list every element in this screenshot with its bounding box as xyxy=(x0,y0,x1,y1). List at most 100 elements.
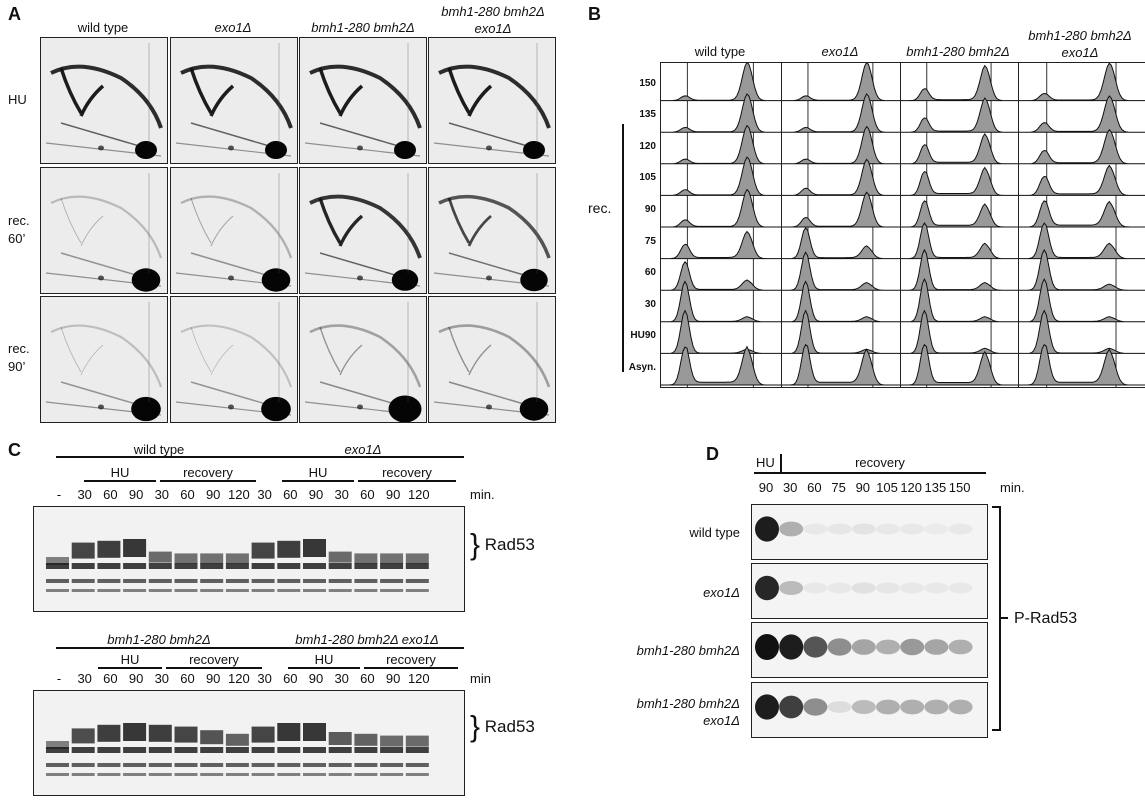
panel-a-col-wild-type: wild type xyxy=(77,20,129,35)
panel-c-top-strain-2: exo1Δ xyxy=(344,442,382,457)
panel-d-letter: D xyxy=(706,444,719,464)
panel-d-blot-1 xyxy=(751,563,988,619)
panel-a-col-exo1: exo1Δ xyxy=(214,20,252,35)
lane-label: 60 xyxy=(103,487,118,502)
panel-d-unit: min. xyxy=(1000,480,1025,495)
panel-c-top-protein: Rad53 xyxy=(484,535,535,554)
lane-label: 30 xyxy=(257,671,272,686)
gel-1-0 xyxy=(40,167,168,294)
gel-0-1 xyxy=(170,37,298,164)
panel-c-top-strain-1: wild type xyxy=(133,442,185,457)
panel-c-bottom-protein: Rad53 xyxy=(484,717,535,736)
flow-timepoint-label: 90 xyxy=(644,204,656,215)
panel-a-letter: A xyxy=(8,4,21,24)
gel-2-1 xyxy=(170,296,298,423)
panel-b-col-bmh: bmh1-280 bmh2Δ xyxy=(906,44,1010,59)
panel-c-bottom-hu2-line xyxy=(288,667,360,669)
panel-b-letter: B xyxy=(588,4,601,24)
panel-d-lane-label: 60 xyxy=(807,480,822,495)
panel-a-row-rec90: rec. 90’ xyxy=(8,341,30,374)
lane-label: 90 xyxy=(385,671,401,686)
flow-timepoint-label: Asyn. xyxy=(628,362,656,373)
panel-c-top-group-rec2: recovery xyxy=(382,465,432,480)
panel-c-bottom-bracket-label: } Rad53 xyxy=(470,710,535,744)
lane-label: 60 xyxy=(180,487,195,502)
panel-c-bottom-group-rec2: recovery xyxy=(386,652,436,667)
panel-c-top-hu2-line xyxy=(282,480,354,482)
lane-label: 120 xyxy=(407,671,430,686)
panel-c-top-group-hu2: HU xyxy=(308,465,328,480)
panel-c-top-rec2-line xyxy=(358,480,456,482)
panel-c-letter: C xyxy=(8,440,21,460)
panel-d-hu-label: HU xyxy=(756,455,775,470)
panel-d-lane-label: 105 xyxy=(876,480,898,495)
panel-b-rec-bar xyxy=(622,124,624,372)
panel-d-bracket xyxy=(992,506,1008,731)
gel-0-3 xyxy=(428,37,556,164)
gel-2-2 xyxy=(299,296,427,423)
panel-d-lane-label: 30 xyxy=(782,480,798,495)
gel-0-0 xyxy=(40,37,168,164)
lane-label: 60 xyxy=(360,671,375,686)
panel-d-divider xyxy=(780,454,782,474)
panel-d-row-exo1: exo1Δ xyxy=(703,585,740,600)
gel-1-3 xyxy=(428,167,556,294)
lane-label: 90 xyxy=(308,487,324,502)
gel-2-0 xyxy=(40,296,168,423)
panel-d-recovery-label: recovery xyxy=(855,455,905,470)
panel-c-top-group-hu1: HU xyxy=(110,465,130,480)
panel-b-rec-label: rec. xyxy=(588,200,612,216)
panel-a-row-hu: HU xyxy=(8,92,27,107)
lane-label: 120 xyxy=(407,487,430,502)
panel-c-bottom-strain-1-line xyxy=(56,647,262,649)
gel-1-2 xyxy=(299,167,427,294)
lane-label: 30 xyxy=(334,671,349,686)
panel-d-row-wild-type: wild type xyxy=(689,525,740,540)
panel-a-row-rec60: rec. 60’ xyxy=(8,213,30,246)
panel-c-top-hu1-line xyxy=(84,480,156,482)
panel-c-bottom-group-hu2: HU xyxy=(314,652,334,667)
panel-b-col-exo1: exo1Δ xyxy=(821,44,859,59)
panel-c-top-strain-1-line xyxy=(56,456,262,458)
flow-timepoint-label: 120 xyxy=(639,140,656,152)
panel-c-top-unit: min. xyxy=(470,487,495,502)
panel-d-row-bmh-exo1: bmh1-280 bmh2Δ exo1Δ xyxy=(636,696,740,728)
flow-timepoint-label: 135 xyxy=(639,109,656,121)
panel-c-top-blot xyxy=(33,506,465,612)
panel-c-bottom-strain-1: bmh1-280 bmh2Δ xyxy=(107,632,211,647)
panel-c-top-strain-2-line xyxy=(262,456,464,458)
panel-a-col-bmh: bmh1-280 bmh2Δ xyxy=(311,20,415,35)
lane-label: 60 xyxy=(360,487,375,502)
panel-d-blot-0 xyxy=(751,504,988,560)
panel-d-blot-3 xyxy=(751,682,988,738)
gel-1-1 xyxy=(170,167,298,294)
panel-c-top-rec1-line xyxy=(160,480,256,482)
flow-timepoint-label: 30 xyxy=(644,298,656,310)
panel-d-lane-label: 75 xyxy=(831,480,846,495)
panel-b-col-bmh-exo1: bmh1-280 bmh2Δ exo1Δ xyxy=(1028,28,1132,60)
lane-label: 120 xyxy=(228,487,250,502)
lane-label: 90 xyxy=(205,671,221,686)
lane-label: 30 xyxy=(154,487,170,502)
panel-c-bottom-rec1-line xyxy=(166,667,262,669)
lane-label: 60 xyxy=(283,671,298,686)
lane-label: - xyxy=(56,487,62,502)
flow-column-2 xyxy=(900,62,1019,388)
lane-label: 90 xyxy=(128,487,144,502)
panel-b-col-wild-type: wild type xyxy=(694,44,746,59)
panel-d-header-line xyxy=(754,472,986,474)
lane-label: 90 xyxy=(385,487,401,502)
lane-label: 90 xyxy=(308,671,324,686)
flow-column-0 xyxy=(660,62,782,388)
panel-d-protein: P-Rad53 xyxy=(1014,610,1078,627)
panel-d-blot-2 xyxy=(751,622,988,678)
flow-timepoint-label: 150 xyxy=(639,77,656,89)
lane-label: 30 xyxy=(334,487,349,502)
panel-a-col-bmh-exo1: bmh1-280 bmh2Δ exo1Δ xyxy=(441,4,545,36)
panel-c-bottom-hu1-line xyxy=(98,667,162,669)
lane-label: 30 xyxy=(77,671,92,686)
flow-column-1 xyxy=(781,62,901,388)
lane-label: 60 xyxy=(283,487,298,502)
lane-label: 30 xyxy=(257,487,272,502)
flow-timepoint-label: HU90 xyxy=(630,330,656,342)
